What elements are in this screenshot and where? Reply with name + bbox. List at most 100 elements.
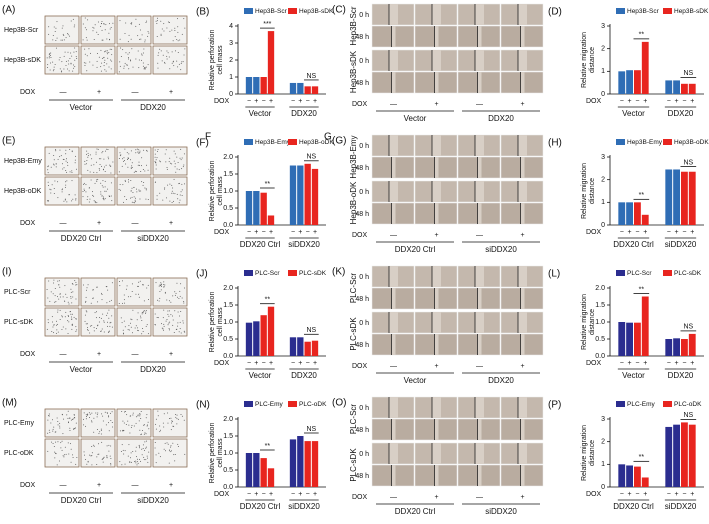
cell-dot <box>46 66 48 68</box>
cell-dot <box>171 192 173 194</box>
cell-dot <box>177 18 179 20</box>
cell-dot <box>100 330 102 332</box>
cell-dot <box>122 329 124 331</box>
cell-dot <box>85 191 87 193</box>
cell-dot <box>171 163 173 165</box>
cell-dot <box>61 61 63 63</box>
bar <box>665 339 673 356</box>
cell-dot <box>132 332 134 334</box>
bar <box>626 70 633 94</box>
cell-dot <box>62 33 64 35</box>
y-axis-label: distance <box>589 309 596 335</box>
cell-dot <box>137 35 139 37</box>
well-image <box>152 146 188 176</box>
scratch-gap <box>518 312 527 333</box>
cell-dot <box>120 47 122 49</box>
scratch-gap <box>391 419 396 440</box>
cell-dot <box>61 163 63 165</box>
cell-dot <box>142 312 144 314</box>
cell-dot <box>72 291 74 293</box>
cell-dot <box>119 184 121 186</box>
cell-dot <box>95 317 97 319</box>
dox-sign: + <box>298 360 302 367</box>
cell-dot <box>130 167 132 169</box>
cell-dot <box>172 421 174 423</box>
well-image <box>80 146 116 176</box>
cell-dot <box>84 17 86 19</box>
cell-dot <box>54 457 56 459</box>
cell-dot <box>155 168 157 170</box>
cell-dot <box>101 195 103 197</box>
cell-dot <box>74 24 76 26</box>
cell-dot <box>119 152 121 154</box>
dox-label: DOX <box>352 494 368 501</box>
cell-dot <box>172 187 174 189</box>
scratch-gap <box>520 288 525 309</box>
cell-dot <box>95 311 97 313</box>
cell-dot <box>58 298 60 300</box>
cell-dot <box>82 418 84 420</box>
cell-dot <box>108 444 110 446</box>
cell-dot <box>61 27 63 29</box>
y-tick-label: 0.0 <box>223 484 233 491</box>
dox-sign: — <box>476 232 483 239</box>
cell-dot <box>55 27 57 29</box>
cell-dot <box>145 447 147 449</box>
cell-dot <box>167 443 169 445</box>
cell-dot <box>140 434 142 436</box>
cell-dot <box>119 461 121 463</box>
cell-dot <box>48 184 50 186</box>
cell-dot <box>110 59 112 61</box>
cell-dot <box>87 414 89 416</box>
cell-dot <box>163 426 165 428</box>
cell-dot <box>59 56 61 58</box>
dox-sign: + <box>298 491 302 498</box>
cell-dot <box>89 187 91 189</box>
cell-dot <box>103 23 105 25</box>
y-axis-label: Relative migration <box>581 425 588 481</box>
cell-dot <box>105 70 107 72</box>
cell-dot <box>101 458 103 460</box>
cell-dot <box>131 424 133 426</box>
cell-dot <box>119 20 121 22</box>
cell-dot <box>110 165 112 167</box>
cell-dot <box>62 188 64 190</box>
cell-dot <box>107 415 109 417</box>
cell-dot <box>53 155 55 157</box>
cell-dot <box>90 164 92 166</box>
scratch-gap <box>434 419 439 440</box>
cell-dot <box>125 423 127 425</box>
cell-dot <box>127 296 129 298</box>
legend-label: Hep3B-Emy <box>255 139 291 146</box>
dox-sign: — <box>476 363 483 370</box>
cell-dot <box>92 444 94 446</box>
scratch-gap <box>389 266 398 287</box>
cell-dot <box>147 31 149 33</box>
bar <box>673 424 680 487</box>
cell-dot <box>55 39 57 41</box>
dox-sign: − <box>291 98 295 105</box>
y-axis-label: cell mass <box>217 307 224 337</box>
cell-dot <box>93 38 95 40</box>
cell-dot <box>128 424 130 426</box>
dox-sign: − <box>620 98 624 105</box>
dox-sign: + <box>169 89 173 96</box>
cell-dot <box>57 323 59 325</box>
group-label: siDDX20 <box>485 245 517 254</box>
cell-dot <box>180 191 182 193</box>
cell-dot <box>53 426 55 428</box>
cell-dot <box>48 54 50 56</box>
cell-dot <box>71 55 73 57</box>
cell-dot <box>102 415 104 417</box>
cell-dot <box>183 183 185 185</box>
cell-dot <box>160 429 162 431</box>
cell-dot <box>107 148 109 150</box>
cell-dot <box>166 168 168 170</box>
cell-dot <box>105 164 107 166</box>
cell-dot <box>76 58 78 60</box>
cell-dot <box>125 64 127 66</box>
cell-dot <box>156 150 158 152</box>
y-tick-label: 0.0 <box>595 353 605 360</box>
cell-dot <box>100 428 102 430</box>
cell-dot <box>174 30 176 32</box>
